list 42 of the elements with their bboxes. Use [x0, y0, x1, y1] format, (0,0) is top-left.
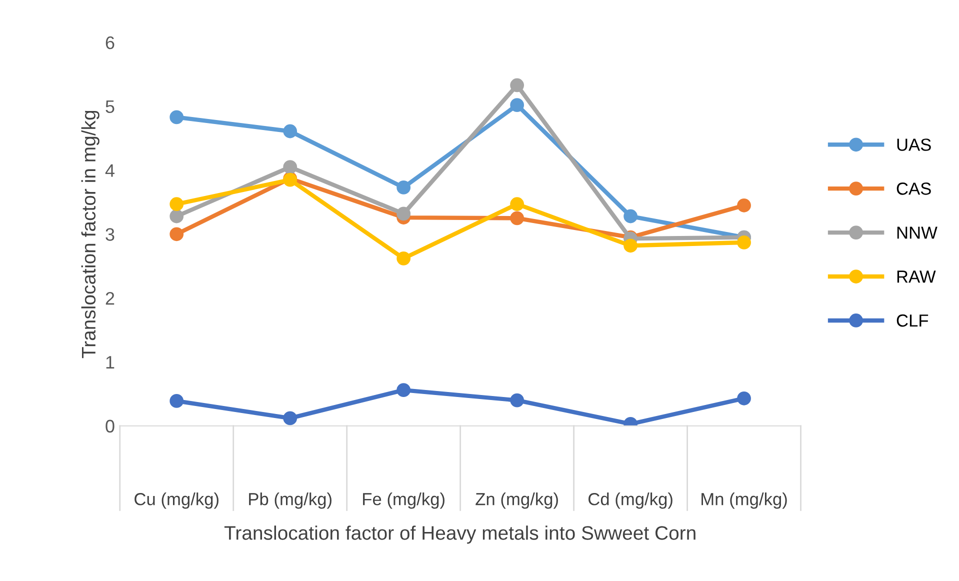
- point: [396, 180, 411, 194]
- x-axis-title: Translocation factor of Heavy metals into Swweet Corn: [224, 526, 696, 544]
- point: [170, 394, 184, 408]
- point: [283, 124, 298, 138]
- point: [396, 251, 411, 266]
- point: [510, 393, 524, 408]
- y-tick-label: 3: [106, 228, 114, 241]
- point: [510, 211, 524, 226]
- point: [170, 197, 184, 212]
- point: [510, 197, 524, 212]
- x-tick-label: Mn (mg/kg): [702, 492, 787, 509]
- point: [170, 110, 184, 124]
- point: [737, 391, 751, 406]
- y-tick-label: 2: [106, 292, 114, 305]
- point: [737, 198, 751, 212]
- legend-label: CLF: [896, 314, 928, 327]
- y-tick-label: 0: [106, 420, 114, 433]
- legend-label: UAS: [897, 138, 931, 151]
- x-tick-label: Cu (mg/kg): [134, 492, 218, 509]
- y-tick-label: 4: [105, 164, 114, 177]
- point: [624, 209, 638, 224]
- point: [396, 206, 411, 221]
- point: [737, 236, 751, 250]
- legend-label: RAW: [897, 270, 936, 283]
- point: [396, 383, 411, 398]
- point: [170, 209, 184, 224]
- point: [170, 227, 184, 242]
- point: [510, 98, 524, 112]
- legend-label: CAS: [896, 182, 931, 195]
- y-tick-label: 6: [106, 36, 114, 50]
- x-tick-label: Fe (mg/kg): [363, 492, 444, 509]
- x-tick-label: Pb (mg/kg): [249, 492, 332, 509]
- y-tick-label: 1: [106, 356, 114, 369]
- x-tick-label: Zn (mg/kg): [476, 492, 558, 509]
- point: [624, 238, 638, 253]
- x-tick-label: Cd (mg/kg): [588, 492, 672, 509]
- point: [510, 78, 524, 92]
- point: [283, 411, 298, 426]
- point: [283, 160, 298, 174]
- y-axis-title: Translocation factor in mg/kg: [81, 110, 100, 358]
- y-tick-label: 5: [106, 100, 114, 114]
- legend-label: NNW: [897, 226, 938, 239]
